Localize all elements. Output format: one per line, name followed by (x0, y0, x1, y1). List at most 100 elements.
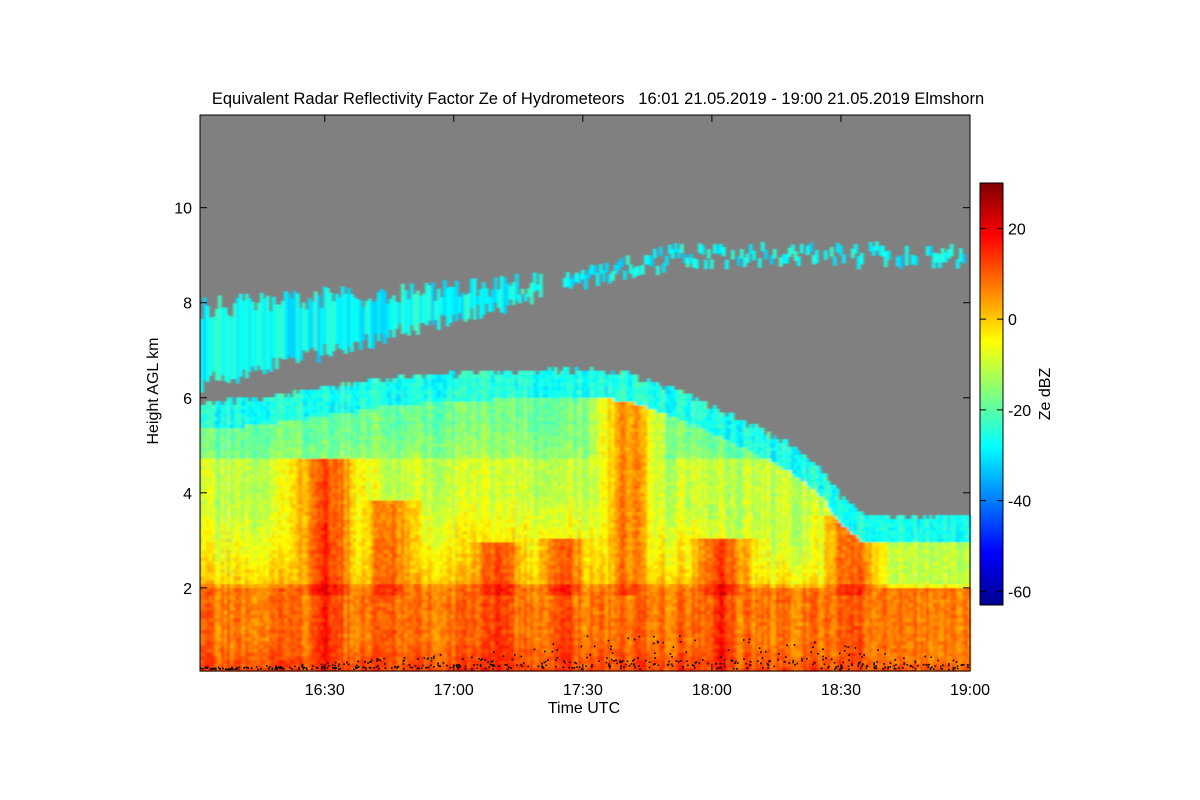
reflectivity-cell (368, 408, 372, 414)
reflectivity-cell (245, 617, 249, 623)
reflectivity-cell (389, 420, 393, 425)
reflectivity-cell (299, 401, 303, 406)
reflectivity-cell (251, 617, 255, 623)
reflectivity-cell (209, 477, 213, 482)
reflectivity-cell (302, 564, 306, 569)
reflectivity-cell (305, 492, 309, 497)
reflectivity-cell (281, 446, 285, 452)
reflectivity-cell (389, 644, 393, 649)
reflectivity-cell (215, 423, 219, 429)
reflectivity-cell (215, 652, 219, 657)
reflectivity-cell (359, 602, 363, 607)
reflectivity-cell (383, 553, 387, 558)
reflectivity-cell (344, 579, 348, 585)
reflectivity-cell (365, 446, 369, 452)
reflectivity-cell (389, 572, 393, 577)
reflectivity-cell (233, 412, 237, 417)
reflectivity-cell (320, 572, 324, 577)
reflectivity-cell (383, 382, 387, 387)
reflectivity-cell (245, 404, 249, 410)
reflectivity-cell (377, 492, 381, 497)
reflectivity-cell (353, 568, 357, 573)
reflectivity-cell (302, 397, 306, 402)
reflectivity-cell (374, 614, 378, 619)
reflectivity-cell (359, 579, 363, 585)
reflectivity-cell (266, 480, 270, 486)
reflectivity-cell (260, 617, 264, 623)
reflectivity-cell (260, 473, 264, 478)
reflectivity-cell (221, 568, 225, 573)
reflectivity-cell (296, 442, 300, 448)
reflectivity-cell (284, 458, 288, 463)
reflectivity-cell (314, 473, 318, 478)
reflectivity-cell (209, 469, 213, 474)
reflectivity-cell (353, 572, 357, 577)
reflectivity-cell (296, 484, 300, 490)
reflectivity-cell (287, 625, 291, 630)
reflectivity-cell (200, 572, 204, 577)
reflectivity-cell (215, 439, 219, 444)
reflectivity-cell (284, 576, 288, 581)
reflectivity-cell (389, 576, 393, 581)
reflectivity-cell (203, 568, 207, 573)
reflectivity-cell (326, 401, 330, 406)
reflectivity-cell (338, 541, 342, 547)
reflectivity-cell (368, 439, 372, 444)
reflectivity-cell (260, 625, 264, 630)
reflectivity-cell (380, 564, 384, 569)
reflectivity-cell (302, 499, 306, 505)
reflectivity-cell (269, 515, 273, 520)
reflectivity-cell (308, 488, 312, 493)
reflectivity-cell (272, 446, 276, 452)
reflectivity-cell (374, 633, 378, 638)
reflectivity-cell (275, 636, 279, 642)
reflectivity-cell (260, 496, 264, 501)
reflectivity-cell (362, 629, 366, 634)
reflectivity-cell (272, 473, 276, 478)
reflectivity-cell (224, 617, 228, 623)
reflectivity-cell (305, 614, 309, 619)
reflectivity-cell (221, 572, 225, 577)
reflectivity-cell (212, 427, 216, 433)
reflectivity-cell (236, 530, 240, 535)
reflectivity-cell (359, 614, 363, 619)
reflectivity-cell (236, 404, 240, 410)
reflectivity-cell (341, 659, 345, 664)
reflectivity-cell (392, 469, 396, 474)
reflectivity-cell (380, 431, 384, 436)
reflectivity-cell (356, 397, 360, 402)
reflectivity-cell (224, 564, 228, 569)
reflectivity-cell (356, 492, 360, 497)
reflectivity-cell (260, 610, 264, 615)
reflectivity-cell (212, 640, 216, 645)
reflectivity-cell (281, 393, 285, 398)
reflectivity-cell (365, 477, 369, 482)
reflectivity-cell (362, 385, 366, 391)
reflectivity-cell (236, 503, 240, 509)
reflectivity-cell (299, 511, 303, 516)
reflectivity-cell (239, 610, 243, 615)
reflectivity-cell (326, 496, 330, 501)
upper-cloud-streak (275, 304, 279, 370)
reflectivity-cell (347, 572, 351, 577)
reflectivity-cell (320, 446, 324, 452)
reflectivity-cell (314, 492, 318, 497)
reflectivity-cell (362, 420, 366, 425)
reflectivity-cell (287, 480, 291, 486)
reflectivity-cell (386, 401, 390, 406)
reflectivity-cell (338, 579, 342, 585)
reflectivity-cell (284, 477, 288, 482)
reflectivity-cell (332, 450, 336, 455)
reflectivity-cell (239, 488, 243, 493)
reflectivity-cell (248, 541, 252, 547)
reflectivity-cell (371, 423, 375, 429)
reflectivity-cell (284, 397, 288, 402)
reflectivity-cell (353, 541, 357, 547)
reflectivity-cell (239, 431, 243, 436)
reflectivity-cell (257, 648, 261, 653)
reflectivity-cell (236, 408, 240, 414)
reflectivity-cell (389, 648, 393, 653)
reflectivity-cell (338, 598, 342, 604)
reflectivity-cell (365, 412, 369, 417)
